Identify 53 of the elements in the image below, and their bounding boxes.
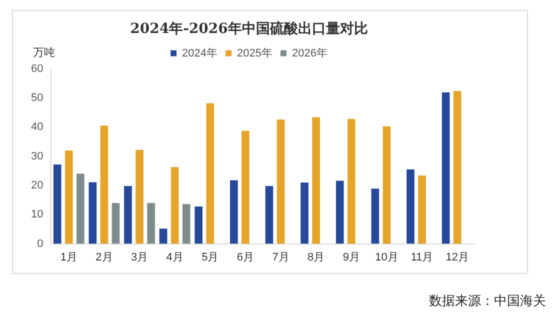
bar <box>442 92 450 244</box>
bar <box>265 186 274 244</box>
y-tick-label: 20 <box>30 180 44 192</box>
bar <box>64 150 73 244</box>
bar <box>182 204 190 244</box>
bar <box>124 186 132 244</box>
bar <box>88 182 97 244</box>
bar <box>371 188 380 244</box>
bar <box>170 167 179 244</box>
x-tick-label: 4月 <box>166 251 184 264</box>
bar <box>112 202 120 244</box>
y-tick-label: 40 <box>30 121 44 134</box>
bar <box>53 164 62 244</box>
bar <box>159 228 168 244</box>
bar <box>453 90 462 244</box>
bar <box>418 176 426 244</box>
bar <box>76 174 84 244</box>
legend-label: 2024年 <box>182 47 218 60</box>
x-tick-label: 9月 <box>342 251 360 264</box>
x-tick-label: 6月 <box>236 251 254 264</box>
bar <box>147 202 155 244</box>
bar <box>242 130 250 244</box>
y-axis-title: 万吨 <box>33 46 55 60</box>
chart-title: 2024年-2026年中国硫酸出口量对比 <box>130 20 368 38</box>
x-tick-label: 2月 <box>96 251 113 264</box>
x-tick-label: 10月 <box>375 251 398 264</box>
legend-label: 2026年 <box>292 47 328 60</box>
y-tick-label: 60 <box>30 62 44 75</box>
x-tick-label: 1月 <box>60 251 78 264</box>
bar <box>194 206 203 244</box>
bar <box>312 117 320 244</box>
bar <box>336 180 344 244</box>
y-tick-label: 50 <box>30 92 44 104</box>
x-tick-label: 12月 <box>446 251 469 264</box>
x-tick-label: 8月 <box>308 251 325 264</box>
bar <box>100 126 108 244</box>
y-tick-label: 0 <box>37 238 44 250</box>
bar <box>300 182 308 244</box>
bar <box>406 169 414 244</box>
legend-label: 2025年 <box>237 47 272 60</box>
bar <box>276 120 285 244</box>
x-tick-label: 3月 <box>130 251 148 264</box>
x-tick-label: 11月 <box>410 251 434 264</box>
bar <box>136 150 144 244</box>
x-tick-label: 7月 <box>272 251 290 264</box>
y-tick-label: 10 <box>30 208 44 221</box>
bar <box>382 126 391 244</box>
x-tick-label: 5月 <box>202 251 219 264</box>
bar <box>206 103 214 244</box>
source-note: 数据来源：中国海关 <box>429 293 546 310</box>
bar <box>347 118 356 244</box>
bar <box>230 180 238 244</box>
y-tick-label: 30 <box>30 150 44 162</box>
